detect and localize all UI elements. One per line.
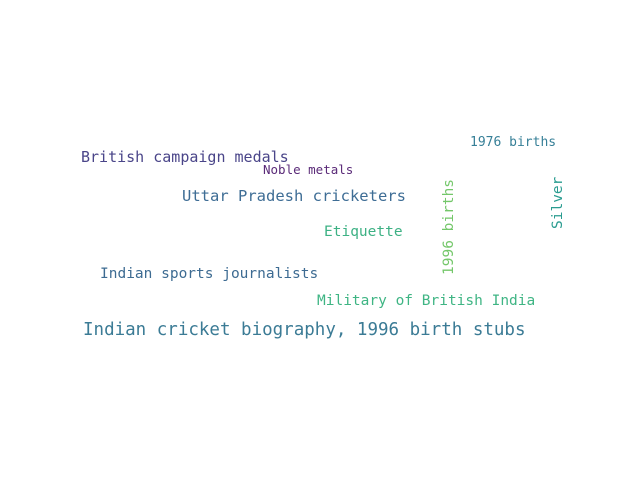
word-silver: Silver (550, 176, 566, 229)
word-military-of-british-india: Military of British India (317, 293, 536, 309)
word-noble-metals: Noble metals (263, 162, 354, 177)
word-indian-cricket-biography: Indian cricket biography, 1996 birth stu… (83, 320, 526, 340)
word-etiquette: Etiquette (324, 224, 403, 240)
word-1996-births: 1996 births (441, 178, 457, 275)
word-uttar-pradesh-cricketers: Uttar Pradesh cricketers (182, 187, 406, 205)
word-indian-sports-journalists: Indian sports journalists (100, 266, 319, 282)
word-british-campaign-medals: British campaign medals (81, 148, 289, 166)
word-1976-births: 1976 births (470, 135, 557, 150)
